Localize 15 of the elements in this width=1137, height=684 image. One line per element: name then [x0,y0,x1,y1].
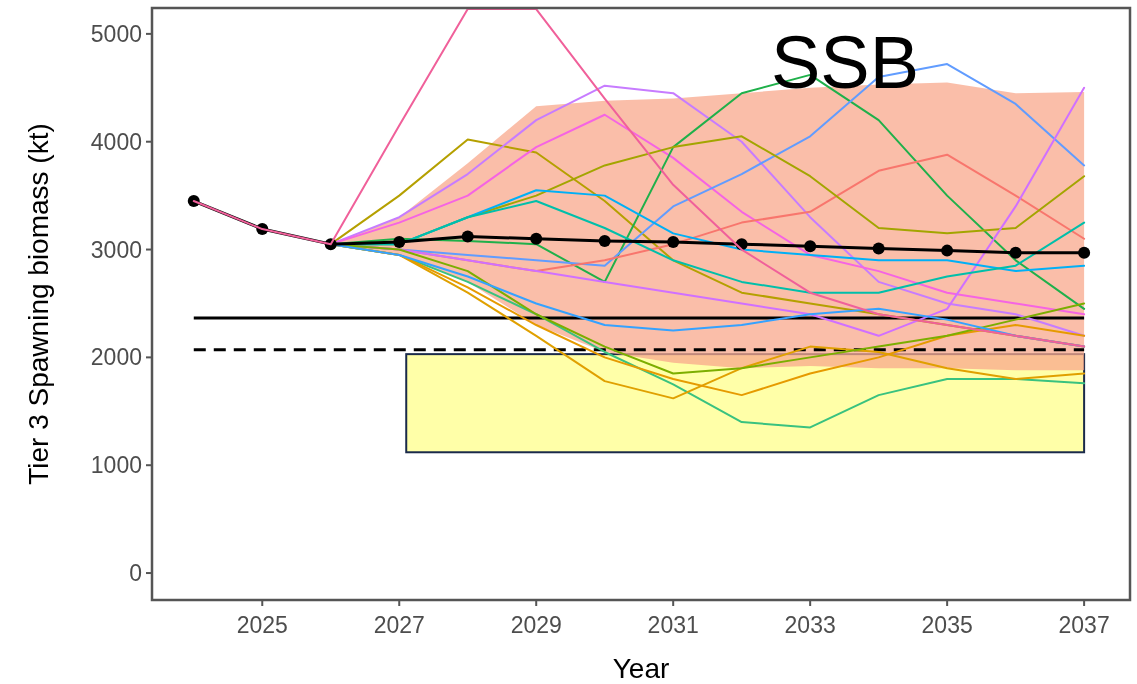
x-tick-label: 2029 [510,612,562,638]
x-tick-label: 2031 [647,612,699,638]
x-tick-label: 2037 [1058,612,1110,638]
y-axis-title: Tier 3 Spawning biomass (kt) [23,123,54,485]
x-tick-label: 2025 [236,612,288,638]
x-tick-label: 2035 [921,612,973,638]
y-tick-label: 5000 [90,20,142,47]
y-tick-label: 3000 [90,236,142,263]
y-tick-label: 2000 [90,344,142,371]
y-tick-label: 1000 [90,452,142,479]
x-tick-label: 2033 [784,612,836,638]
x-tick-label: 2027 [373,612,425,638]
y-tick-label: 4000 [90,128,142,155]
x-axis-title: Year [612,653,670,684]
y-tick-label: 0 [129,560,142,587]
